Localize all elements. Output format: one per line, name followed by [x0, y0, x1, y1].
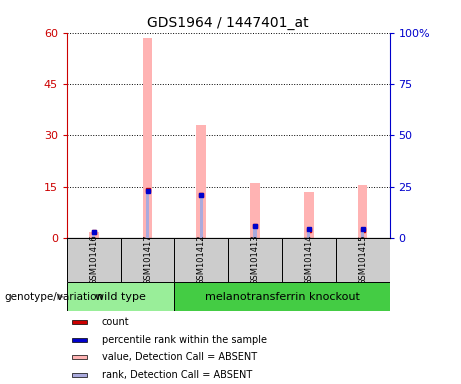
Text: GSM101412: GSM101412	[197, 235, 206, 285]
Text: GSM101413: GSM101413	[251, 235, 260, 285]
Text: genotype/variation: genotype/variation	[5, 291, 104, 302]
Text: melanotransferrin knockout: melanotransferrin knockout	[205, 291, 360, 302]
Bar	[67, 238, 121, 282]
Bar	[174, 238, 228, 282]
Text: GSM101414: GSM101414	[304, 235, 313, 285]
Text: GSM101416: GSM101416	[89, 235, 98, 285]
Bar	[250, 183, 260, 238]
Bar	[361, 229, 364, 238]
Text: wild type: wild type	[95, 291, 146, 302]
Bar	[121, 238, 174, 282]
Text: percentile rank within the sample: percentile rank within the sample	[102, 334, 267, 344]
Bar	[307, 229, 310, 238]
Bar	[72, 373, 87, 377]
Bar	[254, 226, 257, 238]
Bar	[89, 232, 99, 238]
Text: GSM101417: GSM101417	[143, 235, 152, 285]
Bar	[282, 238, 336, 282]
Bar	[174, 282, 390, 311]
Text: value, Detection Call = ABSENT: value, Detection Call = ABSENT	[102, 353, 257, 362]
Text: rank, Detection Call = ABSENT: rank, Detection Call = ABSENT	[102, 370, 252, 380]
Text: GSM101415: GSM101415	[358, 235, 367, 285]
Text: count: count	[102, 317, 130, 327]
Bar	[304, 192, 313, 238]
Bar	[72, 338, 87, 342]
Bar	[67, 282, 174, 311]
Bar	[358, 185, 367, 238]
Bar	[72, 320, 87, 324]
Bar	[146, 191, 149, 238]
Title: GDS1964 / 1447401_at: GDS1964 / 1447401_at	[148, 16, 309, 30]
Bar	[142, 38, 152, 238]
Bar	[200, 195, 203, 238]
Bar	[72, 355, 87, 359]
Bar	[228, 238, 282, 282]
Bar	[92, 232, 95, 238]
Bar	[196, 125, 206, 238]
Bar	[336, 238, 390, 282]
